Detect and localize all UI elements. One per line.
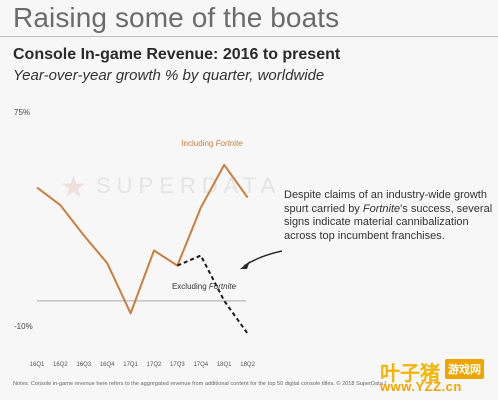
chart-subtitle: Year-over-year growth % by quarter, worl… bbox=[13, 67, 325, 84]
title-divider bbox=[0, 36, 498, 37]
axes: 75% -10% 16Q1 16Q2 16Q3 16Q4 17Q1 17Q2 17Q3 17Q4 1… bbox=[14, 108, 256, 368]
label-including-fortnite: Including Fortnite bbox=[181, 139, 243, 148]
series-line-excluding-fortnite bbox=[177, 254, 249, 335]
x-tick-label: 17Q4 bbox=[193, 362, 208, 368]
label-italic: Fortnite bbox=[216, 139, 244, 148]
series bbox=[36, 163, 249, 335]
x-tick-label: 16Q4 bbox=[100, 362, 115, 368]
x-tick-label: 17Q1 bbox=[123, 362, 138, 368]
x-tick-label: 17Q3 bbox=[170, 362, 185, 368]
slide-title: Raising some of the boats bbox=[13, 2, 340, 33]
arrowhead-icon bbox=[240, 261, 250, 269]
annotation-italic: Fortnite bbox=[362, 202, 401, 215]
annotation-part-2: 's success, several signs indicate mater… bbox=[284, 202, 493, 242]
watermark-brand: SUPERDATA bbox=[96, 173, 281, 198]
x-tick-label: 18Q2 bbox=[240, 362, 255, 368]
arrow-line bbox=[243, 250, 283, 267]
star-icon: ★ bbox=[60, 170, 87, 205]
logo-text: 叶子猪 bbox=[380, 363, 440, 385]
superdata-watermark: ★ SUPERDATA bbox=[60, 170, 281, 205]
label-italic: Fortnite bbox=[209, 282, 237, 291]
site-watermark-logo: 叶子猪 游戏网 www.YZZ.cn bbox=[380, 357, 492, 395]
x-tick-label: 18Q1 bbox=[217, 362, 232, 368]
series-line-including-fortnite bbox=[36, 163, 249, 315]
y-tick-label: -10% bbox=[14, 322, 33, 331]
footnote: Notes: Console in-game revenue here refe… bbox=[13, 381, 386, 387]
x-tick-label: 16Q3 bbox=[76, 362, 91, 368]
chart-title: Console In-game Revenue: 2016 to present bbox=[13, 46, 341, 63]
x-tick-label: 16Q2 bbox=[53, 362, 68, 368]
label-excluding-fortnite: Excluding Fortnite bbox=[172, 282, 237, 291]
x-tick-label: 17Q2 bbox=[147, 362, 162, 368]
annotation-arrow bbox=[240, 250, 283, 269]
x-tick-label: 16Q1 bbox=[30, 362, 45, 368]
y-tick-label: 75% bbox=[14, 108, 30, 117]
annotation-part-1: Despite claims of an industry-wide growt… bbox=[284, 189, 487, 215]
label-prefix: Excluding bbox=[172, 282, 209, 291]
annotation-text: Despite claims of an industry-wide growt… bbox=[284, 189, 498, 243]
logo-url: www.YZZ.cn bbox=[380, 379, 462, 394]
label-prefix: Including bbox=[181, 139, 215, 148]
logo-badge: 游戏网 bbox=[445, 359, 484, 379]
